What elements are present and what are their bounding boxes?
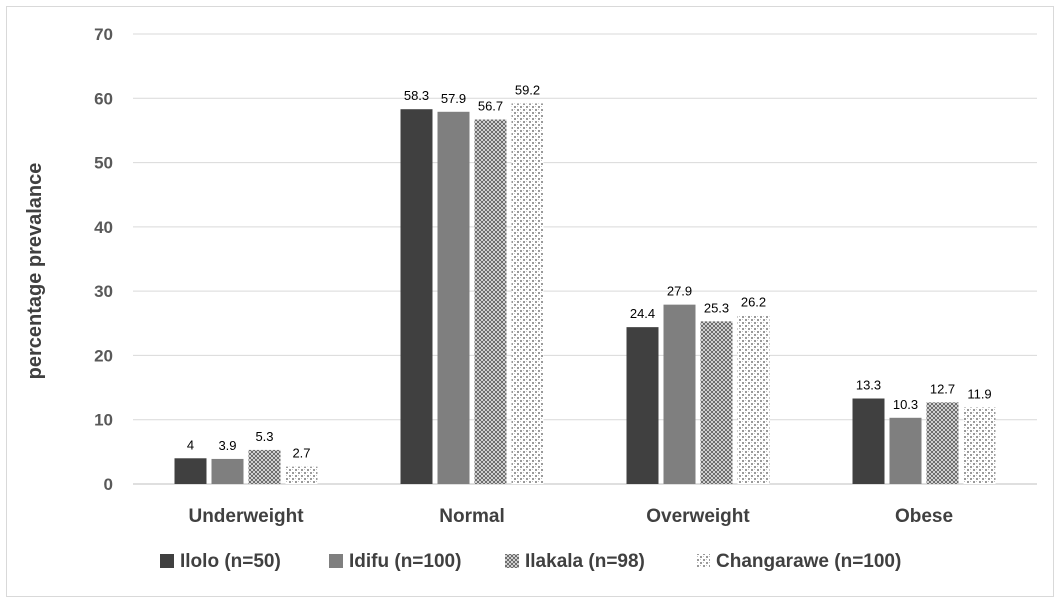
data-label: 4 [187,437,194,452]
x-category-label: Underweight [188,506,304,527]
legend-label: Idifu (n=100) [349,551,461,572]
y-tick-label: 70 [94,25,113,44]
bar-obese-series-3 [926,402,959,484]
legend-item: Ilakala (n=98) [505,551,645,572]
data-label: 13.3 [856,378,881,393]
bar-overweight-series-1 [626,327,659,484]
data-label: 10.3 [893,397,918,412]
legend-item: Changarawe (n=100) [696,551,901,572]
bar-overweight-series-2 [663,304,696,484]
bars [174,103,996,485]
bar-obese-series-2 [889,417,922,484]
legend-item: Ilolo (n=50) [160,551,281,572]
bar-underweight-series-2 [211,458,244,484]
data-label: 5.3 [255,429,273,444]
data-label: 25.3 [704,300,729,315]
chart-frame: 0 10 20 30 40 50 60 70 4 3.9 5.3 2.7 58.3 57.9 56.7 59… [6,6,1054,597]
bar-obese-series-4 [963,407,996,484]
data-label: 26.2 [741,295,766,310]
data-label: 12.7 [930,381,955,396]
x-category-label: Obese [895,506,953,527]
y-tick-label: 10 [94,411,113,430]
legend-item: Idifu (n=100) [329,551,461,572]
bar-overweight-series-4 [737,315,770,484]
bar-underweight-series-1 [174,458,207,484]
y-axis-ticks: 0 10 20 30 40 50 60 70 [94,25,113,494]
legend-label: Ilakala (n=98) [525,551,645,572]
legend-swatch [505,554,519,568]
bar-normal-series-2 [437,111,470,485]
legend-label: Ilolo (n=50) [180,551,281,572]
data-label: 57.9 [441,91,466,106]
y-tick-label: 40 [94,218,113,237]
y-tick-label: 50 [94,154,113,173]
data-label: 11.9 [967,387,991,402]
x-category-label: Normal [439,506,504,527]
bar-obese-series-1 [852,398,885,484]
y-tick-label: 20 [94,346,113,365]
gridlines [133,33,1037,485]
bar-chart: 0 10 20 30 40 50 60 70 4 3.9 5.3 2.7 58.3 57.9 56.7 59… [24,25,1037,572]
legend-swatch [696,554,710,568]
legend-label: Changarawe (n=100) [716,551,901,572]
bar-normal-series-4 [511,103,544,484]
legend-swatch [160,554,174,568]
legend-swatch [329,554,343,568]
data-label: 27.9 [667,284,692,299]
bar-underweight-series-3 [248,449,281,484]
legend: Ilolo (n=50) Idifu (n=100) Ilakala (n=98) C… [160,551,901,572]
data-label: 56.7 [478,99,503,114]
data-labels: 4 3.9 5.3 2.7 58.3 57.9 56.7 59.2 24.4 27.9 25.3 26… [187,82,992,460]
data-label: 58.3 [404,88,429,103]
data-label: 24.4 [630,306,655,321]
y-axis-title: percentage prevalance [24,163,46,380]
bar-normal-series-1 [400,109,433,484]
data-label: 3.9 [218,438,236,453]
bar-normal-series-3 [474,119,507,484]
data-label: 59.2 [515,82,540,97]
y-tick-label: 0 [104,475,113,494]
y-tick-label: 60 [94,89,113,108]
data-label: 2.7 [292,446,310,461]
x-category-label: Overweight [646,506,750,527]
bar-overweight-series-3 [700,321,733,484]
y-tick-label: 30 [94,282,113,301]
bar-underweight-series-4 [285,466,318,484]
x-axis-categories: Underweight Normal Overweight Obese [188,506,953,527]
